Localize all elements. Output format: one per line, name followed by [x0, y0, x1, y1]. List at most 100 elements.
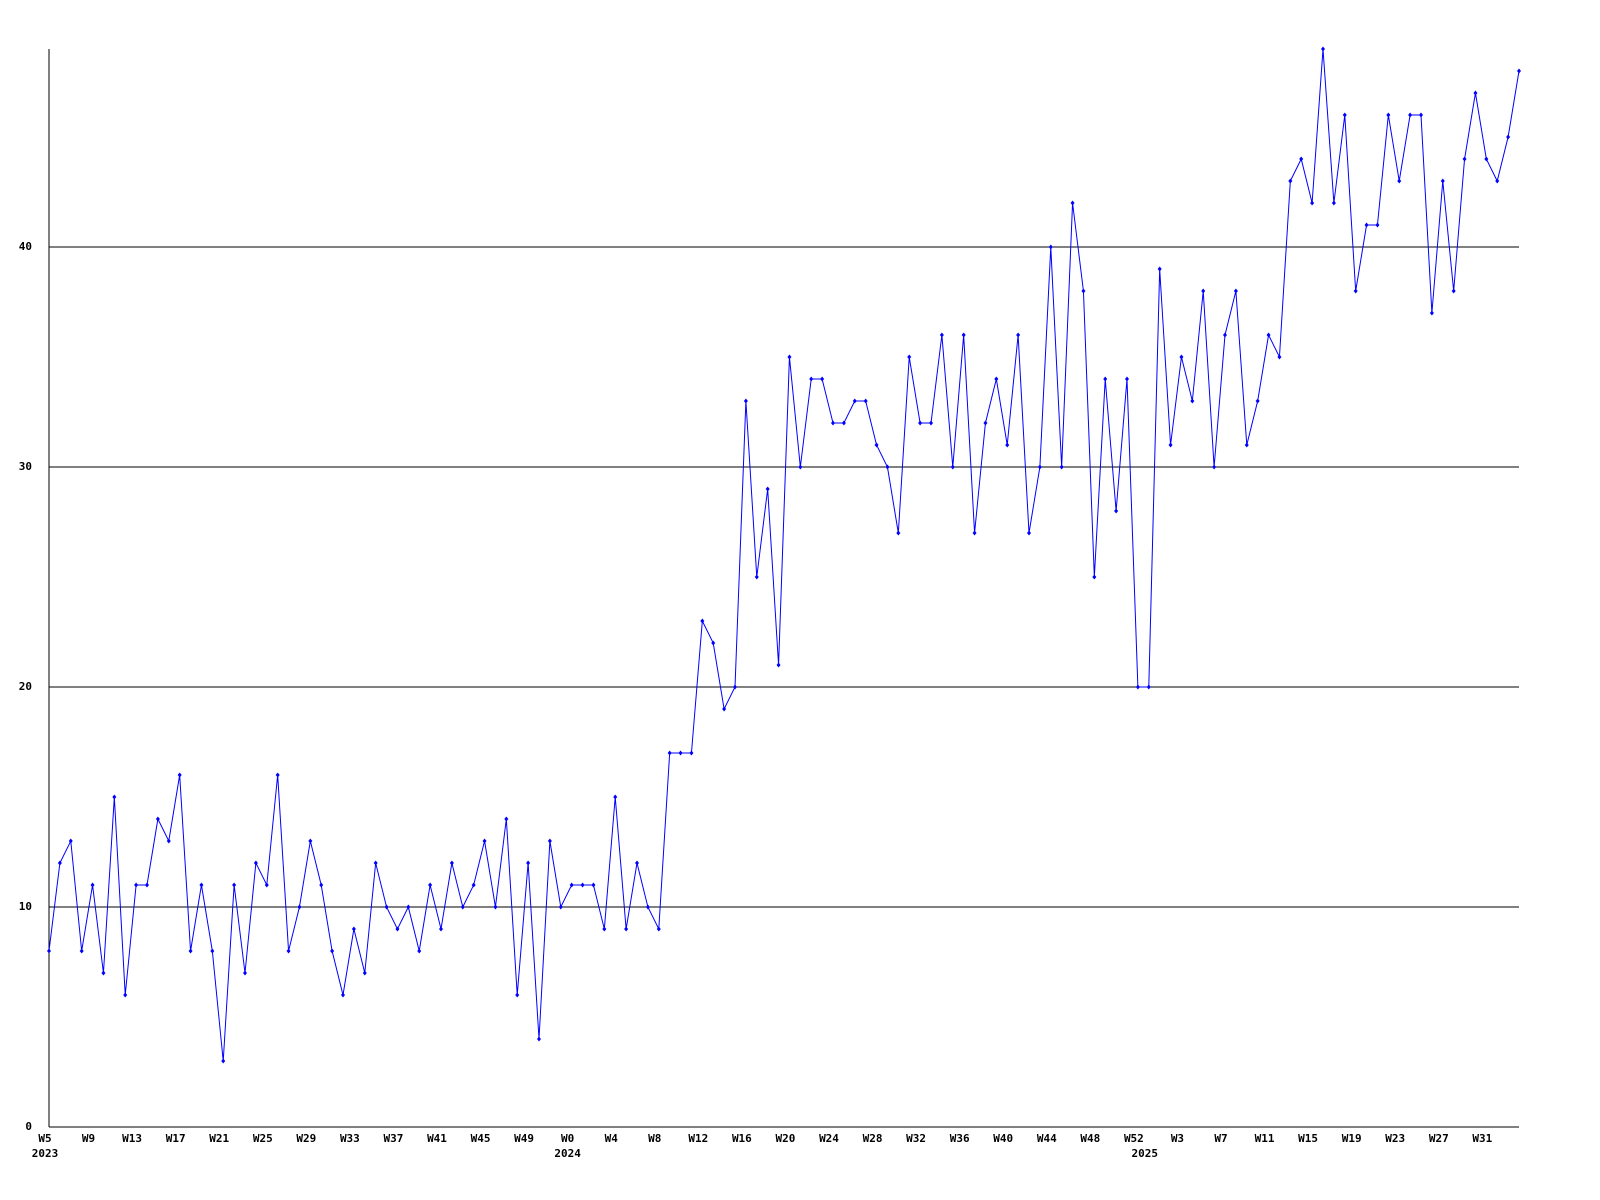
- point-marker: [1484, 156, 1489, 162]
- point-marker: [101, 970, 106, 976]
- point-marker: [428, 882, 433, 888]
- point-marker: [820, 376, 825, 382]
- point-marker: [667, 750, 672, 756]
- point-marker: [155, 816, 160, 822]
- point-marker: [841, 420, 846, 426]
- x-tick-label: W17: [166, 1132, 186, 1145]
- point-marker: [896, 530, 901, 536]
- point-marker: [1353, 288, 1358, 294]
- x-tick-label: W16: [732, 1132, 752, 1145]
- x-tick-label: W24: [819, 1132, 839, 1145]
- point-marker: [645, 904, 650, 910]
- y-tick-label: 30: [19, 460, 32, 473]
- point-marker: [1266, 332, 1271, 338]
- point-marker: [362, 970, 367, 976]
- point-marker: [1146, 684, 1151, 690]
- point-marker: [1070, 200, 1075, 206]
- point-marker: [210, 948, 215, 954]
- point-marker: [275, 772, 280, 778]
- point-marker: [1157, 266, 1162, 272]
- point-marker: [112, 794, 117, 800]
- x-tick-label: W29: [296, 1132, 316, 1145]
- point-marker: [297, 904, 302, 910]
- year-label: 2025: [1132, 1147, 1159, 1160]
- x-tick-label: W12: [688, 1132, 708, 1145]
- point-marker: [831, 420, 835, 426]
- point-marker: [134, 882, 139, 888]
- x-tick-label: W11: [1255, 1132, 1275, 1145]
- point-marker: [1375, 222, 1380, 228]
- x-tick-label: W4: [605, 1132, 619, 1145]
- point-marker: [1517, 68, 1521, 74]
- x-tick-label: W20: [776, 1132, 796, 1145]
- point-marker: [286, 948, 291, 954]
- point-marker: [1125, 376, 1129, 382]
- x-tick-label: W7: [1214, 1132, 1227, 1145]
- point-marker: [1059, 464, 1064, 470]
- point-marker: [1048, 244, 1053, 250]
- point-marker: [1506, 134, 1511, 140]
- point-marker: [1408, 112, 1413, 118]
- x-tick-label: W41: [427, 1132, 447, 1145]
- point-marker: [722, 706, 727, 712]
- point-marker: [482, 838, 487, 844]
- point-marker: [439, 926, 443, 932]
- point-marker: [417, 948, 422, 954]
- x-tick-label: W5: [38, 1132, 51, 1145]
- point-marker: [939, 332, 944, 338]
- point-marker: [1092, 574, 1097, 580]
- point-marker: [449, 860, 454, 866]
- point-marker: [1027, 530, 1031, 536]
- point-marker: [373, 860, 378, 866]
- point-marker: [526, 860, 531, 866]
- point-marker: [624, 926, 629, 932]
- point-marker: [1081, 288, 1086, 294]
- x-tick-label: W36: [950, 1132, 970, 1145]
- point-marker: [243, 970, 247, 976]
- point-marker: [145, 882, 149, 888]
- point-marker: [863, 398, 868, 404]
- point-marker: [384, 904, 389, 910]
- point-marker: [1135, 684, 1140, 690]
- point-marker: [1168, 442, 1173, 448]
- point-marker: [1037, 464, 1042, 470]
- point-marker: [123, 992, 128, 998]
- point-marker: [341, 992, 345, 998]
- x-tick-label: W19: [1342, 1132, 1362, 1145]
- point-marker: [406, 904, 411, 910]
- x-tick-label: W13: [122, 1132, 142, 1145]
- x-tick-label: W3: [1171, 1132, 1184, 1145]
- point-marker: [1016, 332, 1021, 338]
- x-tick-label: W28: [863, 1132, 883, 1145]
- x-tick-label: W21: [209, 1132, 229, 1145]
- point-marker: [613, 794, 618, 800]
- x-tick-label: W8: [648, 1132, 661, 1145]
- point-marker: [1299, 156, 1304, 162]
- series-line: [48, 48, 1520, 1062]
- point-marker: [547, 838, 552, 844]
- point-marker: [47, 948, 51, 954]
- y-tick-label: 0: [25, 1120, 32, 1133]
- y-tick-label: 40: [19, 240, 32, 253]
- point-marker: [68, 838, 73, 844]
- point-marker: [1233, 288, 1238, 294]
- point-marker: [1419, 112, 1423, 118]
- point-marker: [754, 574, 759, 580]
- point-marker: [1244, 442, 1249, 448]
- point-marker: [1451, 288, 1456, 294]
- x-tick-label: W15: [1298, 1132, 1318, 1145]
- point-marker: [504, 816, 509, 822]
- point-marker: [188, 948, 193, 954]
- point-marker: [929, 420, 933, 426]
- x-tick-label: W49: [514, 1132, 534, 1145]
- point-marker: [689, 750, 694, 756]
- point-marker: [537, 1036, 541, 1042]
- point-marker: [1331, 200, 1336, 206]
- point-marker: [515, 992, 520, 998]
- x-tick-label: W44: [1037, 1132, 1057, 1145]
- point-marker: [1179, 354, 1184, 360]
- point-marker: [733, 684, 737, 690]
- x-tick-label: W48: [1080, 1132, 1100, 1145]
